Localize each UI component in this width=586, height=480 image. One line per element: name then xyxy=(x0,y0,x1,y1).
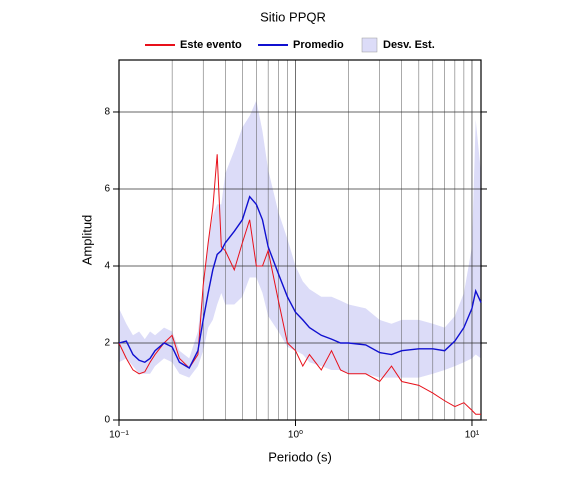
y-axis-label: Amplitud xyxy=(79,215,94,266)
y-tick-label: 4 xyxy=(104,261,110,272)
x-tick-label: 10⁻¹ xyxy=(109,430,129,441)
y-tick-label: 0 xyxy=(104,415,110,426)
std-band xyxy=(119,100,481,378)
legend-label: Este evento xyxy=(180,39,242,51)
x-tick-label: 10¹ xyxy=(465,430,480,441)
y-tick-label: 6 xyxy=(104,184,110,195)
x-axis-label: Periodo (s) xyxy=(268,449,332,464)
series-line xyxy=(118,195,482,370)
y-tick-label: 8 xyxy=(104,107,110,118)
legend-label: Desv. Est. xyxy=(383,39,435,51)
series-line xyxy=(118,154,481,415)
chart-title: Sitio PPQR xyxy=(260,9,326,24)
legend-label: Promedio xyxy=(293,39,344,51)
legend-swatch xyxy=(361,37,378,53)
x-tick-label: 10⁰ xyxy=(288,430,303,441)
y-tick-label: 2 xyxy=(104,338,110,349)
plot-frame xyxy=(118,59,482,421)
